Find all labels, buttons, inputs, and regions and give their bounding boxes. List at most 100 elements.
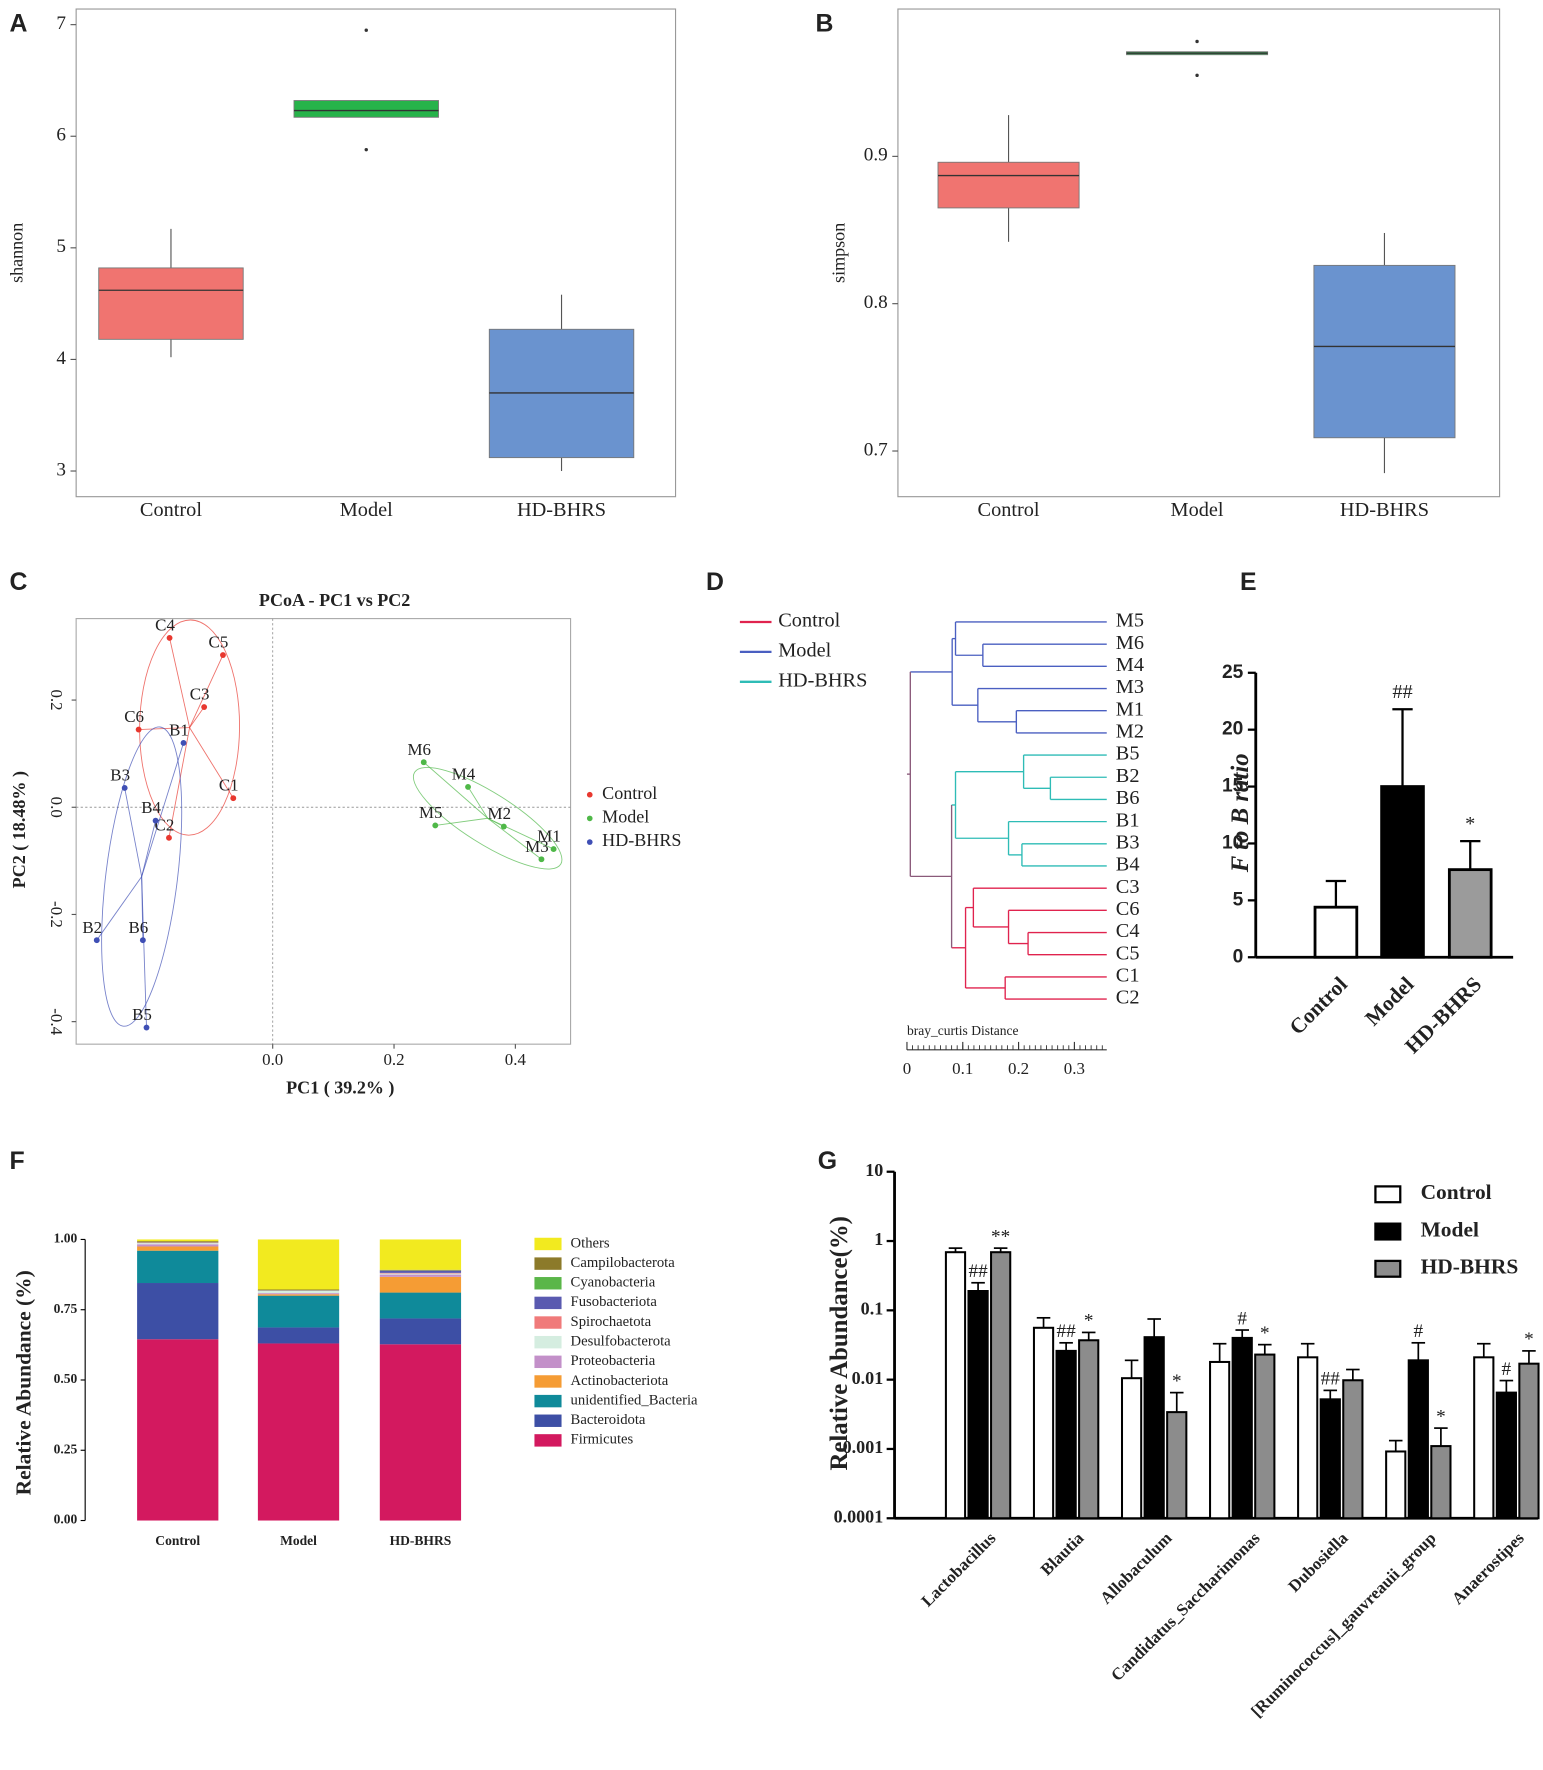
x-tick-label: Control [1285,972,1352,1039]
leaf-label: C1 [1116,965,1140,987]
point-label: C4 [155,615,175,634]
bar-segment [257,1294,340,1296]
x-tick-label: Control [155,1533,200,1548]
spider-line [124,787,143,877]
point-label: M6 [407,740,431,759]
y-axis-label: simpson [828,223,848,283]
bar [1166,1411,1188,1520]
significance-label: * [1465,813,1475,835]
chart-title: PCoA - PC1 vs PC2 [259,590,410,610]
bar [1430,1445,1452,1520]
y-tick-label: 0.75 [54,1301,78,1316]
spider-line [435,817,488,826]
x-tick-label: 0.4 [505,1050,527,1069]
panel-letter: A [10,10,28,37]
significance-label: * [1260,1323,1270,1344]
bar-segment [137,1244,219,1247]
spider-line [96,876,143,941]
spider-line [141,742,184,877]
y-tick-label: 0.50 [54,1371,78,1386]
leaf-label: C4 [1116,920,1140,942]
bar-segment [137,1246,219,1251]
legend-marker [586,839,593,845]
y-tick-label: 1 [874,1229,883,1249]
confidence-ellipse [101,726,183,1027]
bar [1078,1339,1100,1520]
x-tick-label: Lactobacillus [918,1528,1000,1610]
plot-frame [897,8,1501,498]
x-tick-label: Dubosiella [1284,1528,1352,1596]
significance-label: # [1237,1308,1247,1329]
leaf-label: B2 [1116,765,1140,787]
y-tick-label: 0.2 [47,689,66,710]
legend-marker [586,791,593,798]
legend-swatch [534,1355,562,1369]
legend-label: Spirochaetota [571,1314,652,1330]
y-tick-label: -0.2 [47,901,66,928]
legend-label: HD-BHRS [602,830,681,850]
point [420,759,427,766]
leaf-label: C5 [1116,942,1140,964]
y-tick-label: 10 [1222,833,1243,854]
bar [1407,1359,1429,1520]
point [465,783,471,790]
spider-line [189,706,205,728]
x-tick-label: Anaerostipes [1448,1528,1528,1608]
y-tick-label: 0.8 [864,292,888,313]
x-tick-label: Control [978,499,1040,521]
legend-label: unidentified_Bacteria [571,1392,698,1408]
bar [1143,1336,1165,1520]
leaf-label: B3 [1116,831,1140,853]
legend-label: HD-BHRS [1421,1255,1519,1279]
x-tick-label: Candidatus_Saccharimonas [1107,1528,1264,1685]
point-label: B4 [141,798,161,817]
point-label: B6 [128,918,148,937]
legend-label: Model [778,640,831,662]
spider-line [141,876,147,1028]
significance-label: ## [1321,1369,1341,1390]
x-tick-label: Model [340,499,393,521]
leaf-label: M5 [1116,610,1144,632]
spider-line [189,727,234,799]
legend-swatch [534,1296,562,1310]
box [98,267,244,340]
bar [944,1251,967,1520]
legend-label: Control [1421,1180,1492,1204]
spider-line [467,786,489,819]
bar-segment [257,1343,340,1521]
y-tick-label: 0.1 [861,1298,884,1318]
point [201,704,208,710]
bar-segment [137,1283,219,1340]
point-label: B5 [132,1005,152,1024]
leaf-label: M4 [1116,654,1144,676]
point-label: M2 [488,804,512,823]
point [143,1024,150,1031]
legend-label: Fusobacteriota [571,1294,658,1310]
bar-segment [257,1289,340,1291]
y-tick-label: 0 [1233,946,1244,967]
y-tick-label: 15 [1222,776,1244,797]
leaf-label: B5 [1116,743,1140,765]
point-label: B2 [82,918,102,937]
y-tick-label: 6 [56,125,66,146]
point [139,937,146,944]
point [550,846,557,853]
point-label: M1 [537,827,561,846]
point-label: C6 [124,707,144,726]
legend-swatch [534,1394,562,1408]
point-label: C5 [209,633,229,652]
x-tick-label: Blautia [1037,1528,1088,1579]
bar-segment [257,1290,340,1294]
y-tick-label: 0.25 [54,1441,78,1456]
y-axis-label: Relative Abundance (%) [11,1270,35,1495]
leaf-label: M1 [1116,698,1144,720]
spider-line [189,654,224,728]
legend-label: Model [602,807,649,827]
box [937,161,1080,209]
bar-segment [379,1272,462,1274]
point-label: B3 [110,766,130,785]
legend-swatch [534,1237,562,1251]
legend-label: Bacteroidota [571,1412,646,1428]
y-tick-label: 10 [865,1160,883,1180]
